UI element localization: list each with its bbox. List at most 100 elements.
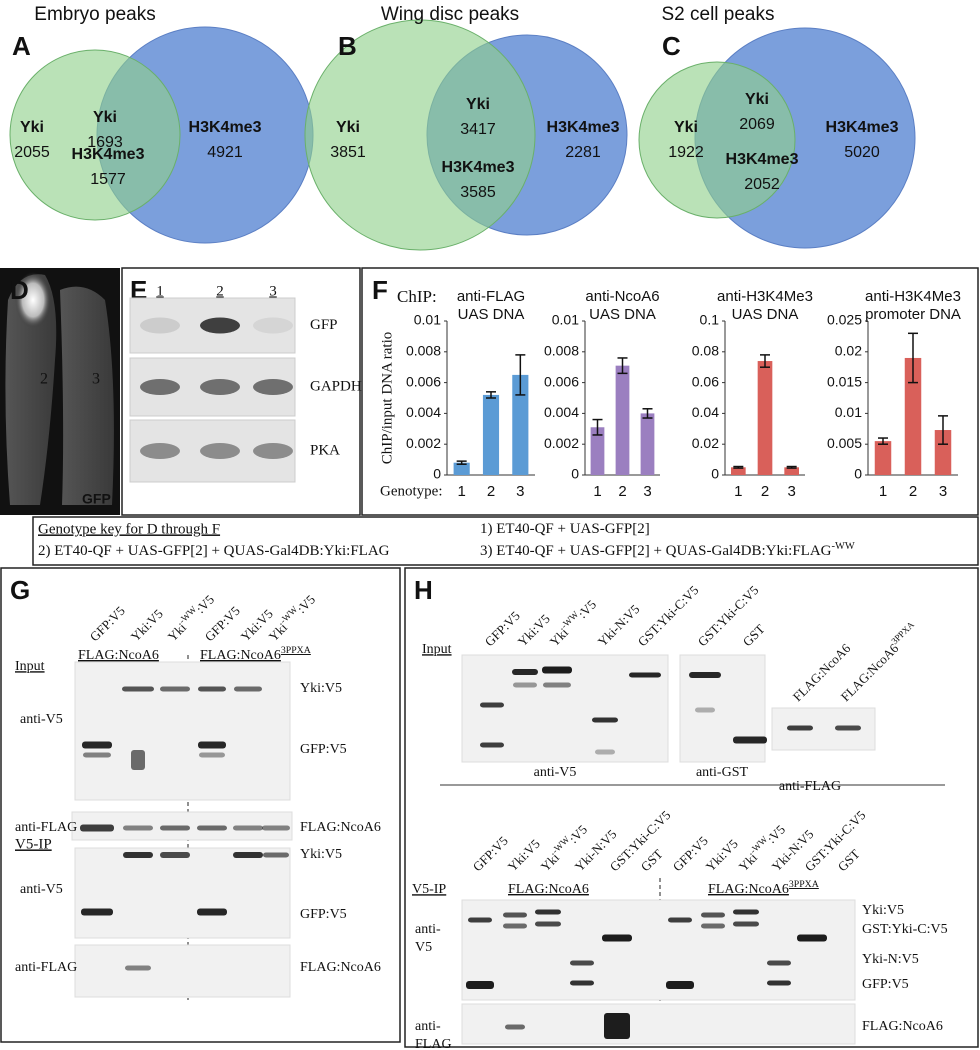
- text-segment: GST: [835, 846, 863, 874]
- x-tick-label: 2: [487, 483, 495, 500]
- panel-letter: G: [10, 575, 30, 605]
- venn-count: 2069: [739, 116, 775, 133]
- y-tick-label: 0.04: [692, 404, 719, 420]
- x-tick-label: 2: [909, 483, 917, 500]
- key-item: 3) ET40-QF + UAS-GFP[2] + QUAS-Gal4DB:Yk…: [480, 541, 855, 560]
- panel-e-frame: [121, 267, 361, 516]
- text-segment: GST: [740, 621, 768, 649]
- text-segment: Yki-N:V5: [595, 601, 643, 649]
- blot-band: [160, 825, 190, 831]
- region-label: 3: [92, 371, 100, 388]
- superscript: 3PPXA: [281, 645, 311, 656]
- panel-letter: H: [414, 575, 433, 605]
- venn-label: Yki: [674, 119, 698, 136]
- y-tick-label: 0: [433, 466, 441, 482]
- blot-band: [503, 923, 527, 929]
- blot-band: [512, 669, 538, 675]
- y-axis-label: ChIP/input DNA ratio: [379, 332, 395, 465]
- x-tick-label: 2: [618, 483, 626, 500]
- text-segment: GST:Yki-C:V5: [635, 582, 702, 649]
- y-tick-label: 0.1: [700, 312, 720, 328]
- venn-label: Yki: [336, 119, 360, 136]
- error-bar: [908, 332, 918, 384]
- blot-band: [733, 736, 767, 744]
- panel-f-frame: [361, 267, 979, 516]
- text-segment: 2) ET40-QF + UAS-GFP[2] + QUAS-Gal4DB:Yk…: [38, 543, 390, 559]
- y-tick-label: 0.008: [544, 343, 579, 359]
- band-label: Yki:V5: [862, 903, 904, 918]
- venn-label: Yki: [745, 91, 769, 108]
- venn-label: H3K4me3: [189, 119, 262, 136]
- key-item: 2) ET40-QF + UAS-GFP[2] + QUAS-Gal4DB:Yk…: [38, 543, 390, 559]
- gel-band: [140, 379, 180, 395]
- blot-band: [602, 934, 632, 942]
- panel-letter: F: [372, 275, 388, 305]
- venn-count: 3851: [330, 144, 366, 161]
- blot-label: FLAG: [415, 1037, 452, 1050]
- band-label: Yki-N:V5: [862, 952, 919, 967]
- text-segment: FLAG:NcoA6: [78, 648, 159, 663]
- blot-band: [131, 750, 145, 770]
- bar: [757, 361, 773, 475]
- blot-band: [123, 825, 153, 831]
- blot-band: [543, 682, 571, 688]
- blot-label: anti-GST: [696, 765, 749, 780]
- group-label: FLAG:NcoA6: [508, 882, 589, 897]
- text-segment: FLAG:NcoA6: [708, 882, 789, 897]
- text-segment: FLAG:NcoA6: [200, 648, 281, 663]
- y-tick-label: 0: [711, 466, 719, 482]
- section-label: Input: [15, 659, 45, 674]
- blot-band: [123, 852, 153, 858]
- y-tick-label: 0.01: [414, 312, 441, 328]
- blot-band: [701, 923, 725, 929]
- bar: [904, 357, 922, 475]
- text-segment: 1) ET40-QF + UAS-GFP[2]: [480, 521, 650, 537]
- blot-band: [160, 852, 190, 858]
- venn-count: 3417: [460, 121, 496, 138]
- venn-count: 1693: [87, 134, 123, 151]
- blot-band: [262, 825, 290, 831]
- chart-title: anti-FLAG: [457, 288, 525, 305]
- x-tick-label: 2: [761, 483, 769, 500]
- blot-band: [835, 725, 861, 731]
- bar: [482, 394, 500, 475]
- text-segment: 3) ET40-QF + UAS-GFP[2] + QUAS-Gal4DB:Yk…: [480, 543, 832, 559]
- blot-label: anti-V5: [534, 765, 577, 780]
- key-item: 1) ET40-QF + UAS-GFP[2]: [480, 521, 650, 537]
- venn-title: Wing disc peaks: [381, 4, 519, 25]
- venn-label: H3K4me3: [826, 119, 899, 136]
- blot-band: [542, 666, 572, 674]
- error-bar: [456, 460, 467, 465]
- y-tick-label: 0: [571, 466, 579, 482]
- blot: [461, 1003, 856, 1045]
- venn-count: 2281: [565, 144, 601, 161]
- blot-band: [701, 912, 725, 918]
- error-bar: [515, 354, 526, 396]
- chart-title: promoter DNA: [865, 306, 961, 323]
- y-tick-label: 0.01: [835, 404, 862, 420]
- x-tick-label: 1: [457, 483, 465, 500]
- lane-label: GST: [740, 621, 768, 649]
- section-label: V5-IP: [15, 836, 52, 852]
- lane-label: 3: [269, 283, 277, 299]
- blot: [74, 661, 291, 801]
- bar: [640, 413, 655, 475]
- y-tick-label: 0.01: [552, 312, 579, 328]
- error-bar: [938, 415, 948, 445]
- x-axis-label: Genotype:: [380, 483, 442, 499]
- blot-band: [733, 921, 759, 927]
- blot-band: [81, 908, 113, 916]
- blot-label: anti-V5: [20, 882, 63, 897]
- blot-band: [263, 852, 289, 858]
- bar: [615, 365, 630, 475]
- lane-label: 2: [216, 283, 224, 299]
- blot-band: [468, 917, 492, 923]
- blot: [679, 654, 766, 763]
- lane-label: GFP:V5: [470, 833, 511, 874]
- venn-count: 5020: [844, 144, 880, 161]
- gel-band: [140, 317, 180, 334]
- blot-band: [160, 686, 190, 692]
- gel-band: [253, 317, 293, 334]
- superscript: -WW: [832, 541, 855, 552]
- bar: [784, 467, 799, 475]
